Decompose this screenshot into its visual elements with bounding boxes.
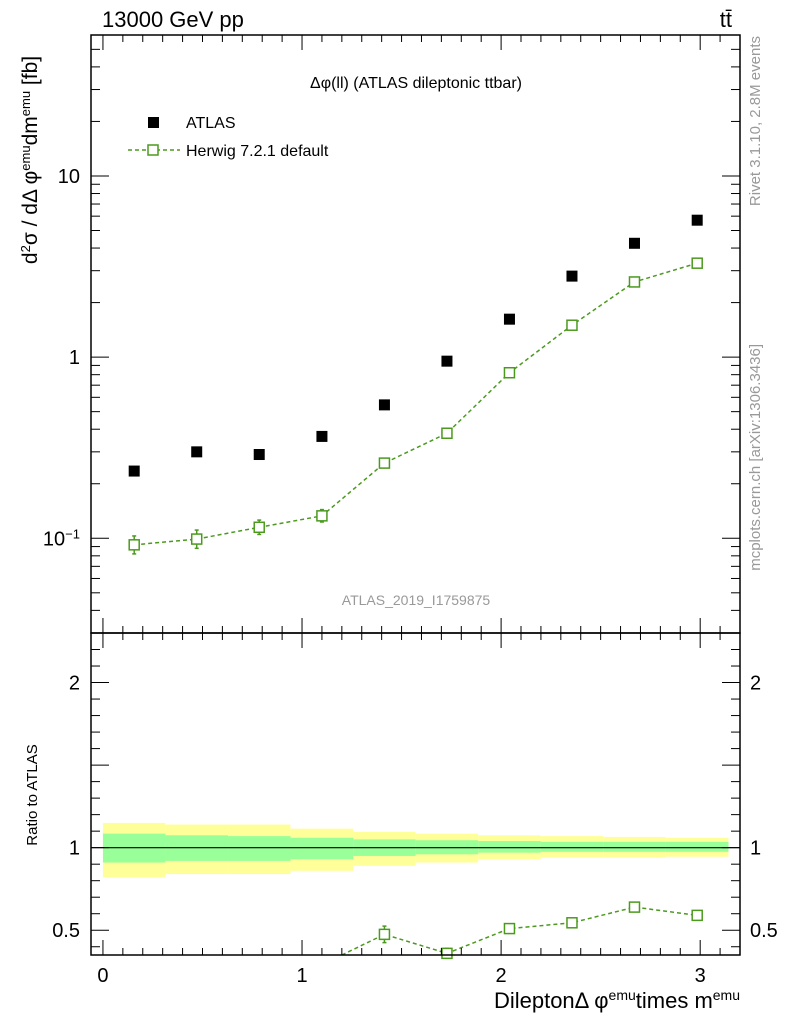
- ratio-panel: 0 1 2 3 0.5 0.5 1 1 2 2 Ratio to ATLAS DileptonΔ …: [24, 632, 778, 1013]
- main-axes: 10−1 1 10: [43, 34, 740, 634]
- legend-herwig-label: Herwig 7.2.1 default: [186, 143, 329, 160]
- legend-herwig-marker: [147, 144, 159, 156]
- ratio-y-tick-label: 1: [69, 838, 80, 860]
- energy-label: 13000 GeV pp: [102, 7, 244, 32]
- rivet-version-label: Rivet 3.1.10, 2.8M events: [747, 36, 764, 206]
- atlas-data-point: [128, 465, 140, 477]
- herwig-ratio-point: [441, 947, 453, 960]
- herwig-data-point: [503, 366, 516, 379]
- process-label: tt̄: [720, 7, 732, 32]
- y-tick-label: 1: [69, 347, 80, 369]
- main-y-axis-label: d2σ / dΔ φemudmemu [fb]: [18, 56, 43, 264]
- uncertainty-band-green: [227, 836, 291, 861]
- atlas-data-point: [566, 270, 578, 282]
- herwig-ratio-point: [628, 901, 641, 913]
- x-axis-label: DileptonΔ φemutimes memu: [494, 987, 740, 1013]
- herwig-data-point: [691, 257, 703, 269]
- mcplots-label: mcplots.cern.ch [arXiv:1306.3436]: [747, 344, 764, 571]
- x-tick-label: 0: [97, 965, 108, 987]
- x-tick-label: 1: [296, 965, 307, 987]
- herwig-data-point: [441, 427, 453, 439]
- ratio-y-tick-label: 0.5: [52, 920, 80, 942]
- herwig-data-point: [378, 457, 391, 469]
- ratio-y-tick-label-right: 0.5: [750, 920, 778, 942]
- y-tick-label: 10−1: [43, 526, 80, 551]
- main-plot-area: [128, 214, 703, 555]
- herwig-ratio-point: [378, 928, 391, 941]
- atlas-data-point: [316, 430, 328, 442]
- legend: ATLAS Herwig 7.2.1 default: [128, 115, 329, 160]
- herwig-data-point: [253, 521, 265, 534]
- herwig-data-point: [190, 533, 203, 545]
- uncertainty-band-green: [290, 837, 354, 860]
- herwig-data-point: [128, 539, 140, 551]
- x-tick-label: 3: [695, 965, 706, 987]
- atlas-data-point: [253, 449, 265, 461]
- plot-title: Δφ(ll) (ATLAS dileptonic ttbar): [310, 75, 522, 92]
- ratio-y-tick-label-right: 2: [750, 673, 761, 695]
- ratio-plot-area: [91, 822, 740, 960]
- uncertainty-band-green: [603, 841, 666, 852]
- legend-atlas-marker: [148, 117, 159, 128]
- atlas-data-point: [628, 237, 640, 249]
- ratio-y-tick-label-right: 1: [750, 838, 761, 860]
- herwig-data-point: [566, 319, 578, 331]
- herwig-ratio-point: [503, 922, 516, 935]
- atlas-data-point: [441, 355, 453, 367]
- ratio-y-tick-label: 2: [69, 673, 80, 695]
- atlas-data-point: [191, 446, 203, 458]
- uncertainty-band-green: [665, 841, 729, 852]
- ratio-frame: [90, 632, 741, 956]
- herwig-ratio-line: [341, 906, 698, 956]
- legend-atlas-label: ATLAS: [186, 115, 236, 132]
- herwig-line: [134, 262, 698, 546]
- herwig-data-point: [316, 510, 328, 522]
- uncertainty-band-green: [540, 841, 604, 852]
- herwig-ratio-point: [566, 917, 578, 929]
- analysis-watermark: ATLAS_2019_I1759875: [342, 592, 491, 608]
- herwig-ratio-point: [691, 909, 703, 922]
- y-tick-label: 10: [58, 166, 80, 188]
- ratio-y-axis-label: Ratio to ATLAS: [24, 744, 41, 845]
- x-tick-label: 2: [496, 965, 507, 987]
- atlas-data-point: [691, 214, 703, 226]
- atlas-data-point: [378, 399, 390, 411]
- atlas-data-point: [503, 313, 515, 325]
- ratio-axes: 0 1 2 3 0.5 0.5 1 1 2 2: [52, 633, 778, 987]
- uncertainty-band-green: [478, 841, 541, 853]
- herwig-data-point: [628, 276, 641, 288]
